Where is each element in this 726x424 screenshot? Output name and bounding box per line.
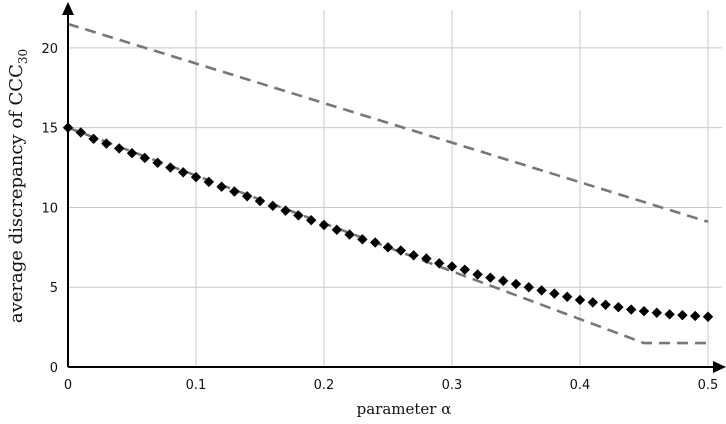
y-axis-label: average discrepancy of CCC30 xyxy=(6,49,30,323)
diamond-marker xyxy=(114,143,125,154)
diamond-marker xyxy=(280,205,291,216)
diamond-marker xyxy=(306,215,317,226)
diamond-marker xyxy=(395,245,406,256)
diamond-marker xyxy=(216,181,227,192)
diamond-marker xyxy=(318,219,330,231)
diamond-marker xyxy=(587,297,598,308)
diamond-marker xyxy=(126,147,138,159)
diamond-marker xyxy=(152,157,163,168)
diamond-marker xyxy=(536,285,547,296)
diamond-marker xyxy=(485,272,496,283)
diamond-marker xyxy=(267,200,278,212)
diamond-marker xyxy=(139,152,150,164)
diamond-marker xyxy=(574,294,586,306)
diamond-marker xyxy=(344,229,355,240)
x-tick-label: 0.3 xyxy=(442,378,463,393)
diamond-marker xyxy=(178,167,189,178)
grid xyxy=(68,10,722,367)
diamond-marker xyxy=(651,307,662,318)
diamond-marker xyxy=(331,224,342,235)
diamond-marker xyxy=(254,195,266,207)
diamond-marker xyxy=(613,301,624,313)
diamond-marker xyxy=(293,210,304,221)
y-tick-label: 0 xyxy=(50,361,58,376)
diamond-marker xyxy=(75,127,86,138)
diamond-marker xyxy=(664,309,675,320)
series-layer xyxy=(62,22,714,345)
diamond-marker xyxy=(421,253,432,264)
x-axis-label: parameter α xyxy=(357,400,452,418)
x-tick-label: 0.2 xyxy=(314,378,335,393)
diamond-marker xyxy=(626,304,637,315)
diamond-marker xyxy=(408,250,419,261)
diamond-marker xyxy=(600,299,611,310)
x-tick-label: 0.5 xyxy=(698,378,719,393)
tick-labels: 0 0.1 0.2 0.3 0.4 0.5 0 5 10 15 20 xyxy=(41,42,718,393)
diamond-marker xyxy=(242,191,253,202)
diamond-marker xyxy=(101,138,112,149)
diamond-marker xyxy=(549,288,560,299)
diamond-marker xyxy=(638,305,650,317)
y-tick-label: 5 xyxy=(50,281,58,296)
diamond-marker xyxy=(229,186,240,197)
diamond-marker xyxy=(88,133,99,145)
axes xyxy=(62,2,726,373)
diamond-marker xyxy=(459,264,470,275)
diamond-marker xyxy=(370,237,381,248)
dashed-series-line xyxy=(67,126,708,345)
x-tick-label: 0.1 xyxy=(186,378,207,393)
diamond-marker xyxy=(203,176,214,188)
diamond-marker xyxy=(677,309,688,321)
diamond-marker xyxy=(382,242,394,253)
diamond-marker xyxy=(498,275,509,287)
diamond-marker xyxy=(434,258,445,269)
y-tick-label: 20 xyxy=(41,42,58,57)
diamond-marker xyxy=(510,278,522,290)
x-tick-label: 0.4 xyxy=(570,378,591,393)
diamond-marker xyxy=(446,261,458,272)
diamond-marker xyxy=(690,310,701,322)
y-tick-label: 15 xyxy=(41,122,58,137)
diamond-marker xyxy=(190,171,202,183)
diamond-marker xyxy=(165,162,176,173)
dashed-series-line xyxy=(67,22,709,224)
y-axis-label-subscript: 30 xyxy=(16,49,30,64)
y-tick-label: 10 xyxy=(41,201,58,216)
diamond-marker xyxy=(702,311,714,322)
diamond-marker xyxy=(472,269,483,280)
diamond-marker xyxy=(562,291,573,302)
x-tick-label: 0 xyxy=(64,378,72,393)
diamond-marker xyxy=(523,282,534,293)
y-axis-label-main: average discrepancy of CCC xyxy=(6,64,27,323)
y-axis-arrow-icon xyxy=(62,2,74,15)
x-axis-arrow-icon xyxy=(713,361,726,373)
diamond-marker xyxy=(357,234,368,245)
